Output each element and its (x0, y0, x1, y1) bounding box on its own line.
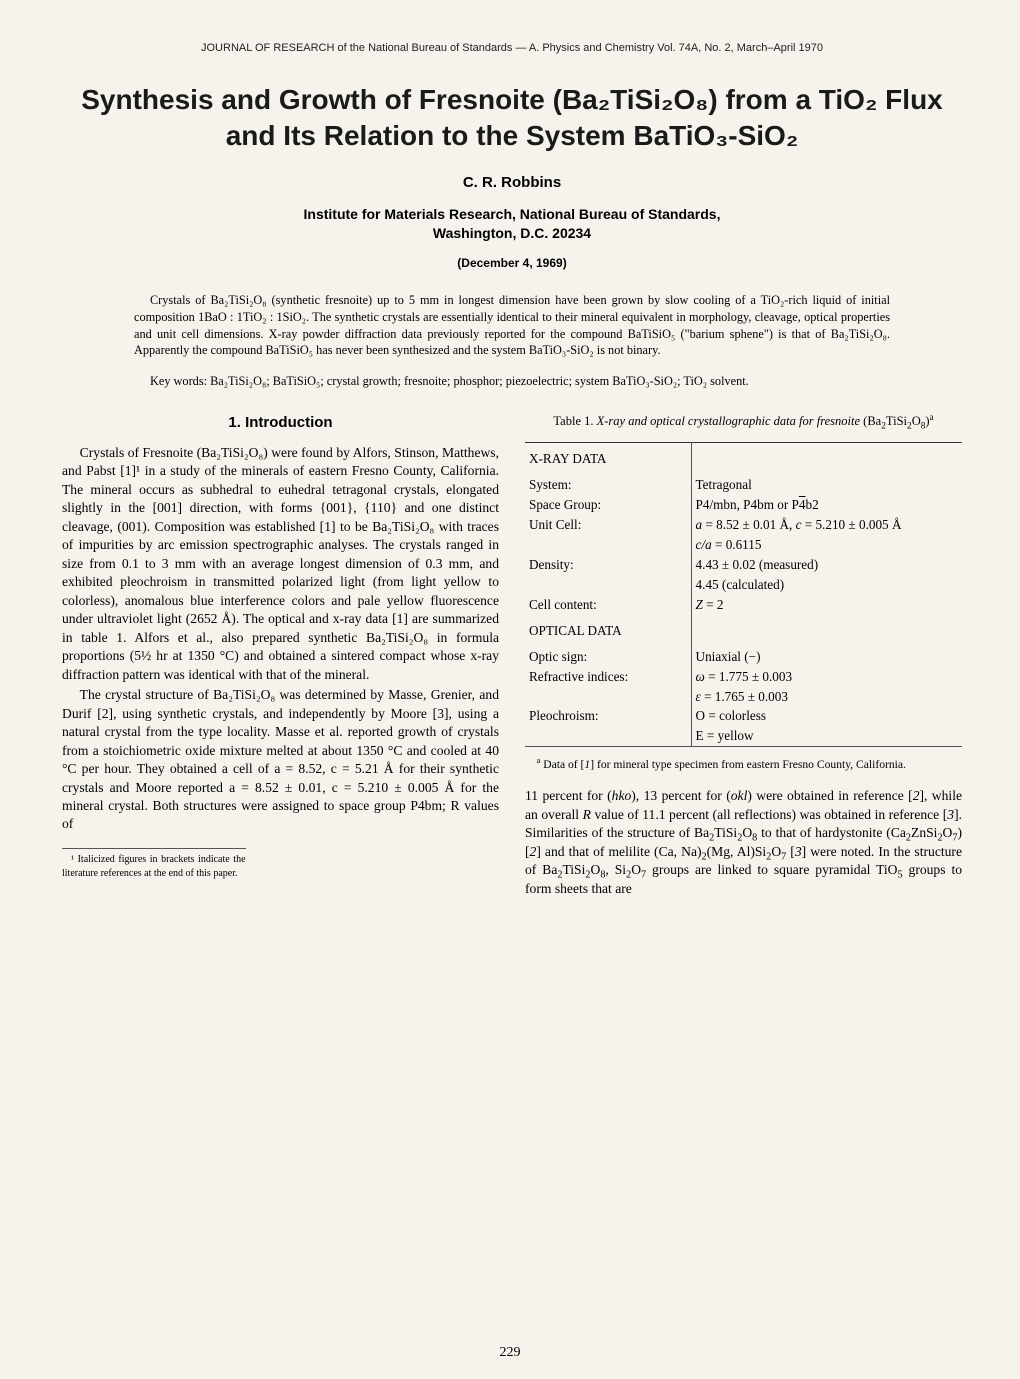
row-density-value-2: 4.45 (calculated) (691, 575, 962, 595)
table-1-footnote: a Data of [1] for mineral type specimen … (525, 757, 962, 773)
row-density-label: Density: (525, 555, 691, 575)
row-spacegroup-value: P4/mbn, P4bm or P4b2 (691, 495, 962, 515)
journal-header: JOURNAL OF RESEARCH of the National Bure… (62, 42, 962, 54)
row-refrac-value-1: ω = 1.775 ± 0.003 (691, 667, 962, 687)
row-unitcell-label: Unit Cell: (525, 515, 691, 535)
row-density-value-1: 4.43 ± 0.02 (measured) (691, 555, 962, 575)
paper-title: Synthesis and Growth of Fresnoite (Ba₂Ti… (62, 82, 962, 154)
right-column: Table 1. X-ray and optical crystallograp… (525, 409, 962, 900)
section-1-heading: 1. Introduction (62, 413, 499, 433)
affiliation-line-2: Washington, D.C. 20234 (433, 225, 591, 241)
row-pleo-label: Pleochroism: (525, 706, 691, 726)
table-1: X-RAY DATA System: Tetragonal Space Grou… (525, 442, 962, 747)
page-number: 229 (0, 1345, 1020, 1361)
table-optical-header: OPTICAL DATA (525, 615, 691, 647)
paper-page: JOURNAL OF RESEARCH of the National Bure… (0, 0, 1020, 1379)
row-refrac-value-2: ε = 1.765 ± 0.003 (691, 687, 962, 707)
submission-date: (December 4, 1969) (62, 256, 962, 270)
left-column: 1. Introduction Crystals of Fresnoite (B… (62, 409, 499, 900)
row-cellcontent-label: Cell content: (525, 595, 691, 615)
table-xray-header: X-RAY DATA (525, 443, 691, 475)
two-column-body: 1. Introduction Crystals of Fresnoite (B… (62, 409, 962, 900)
table-1-caption-text: Table 1. X-ray and optical crystallograp… (553, 414, 933, 428)
intro-paragraph-1: Crystals of Fresnoite (Ba₂TiSi₂O₈) were … (62, 444, 499, 684)
row-unitcell-value-1: a = 8.52 ± 0.01 Å, c = 5.210 ± 0.005 Å (691, 515, 962, 535)
affiliation: Institute for Materials Research, Nation… (62, 205, 962, 243)
page-footnote: ¹ Italicized figures in brackets indicat… (62, 848, 246, 880)
row-spacegroup-label: Space Group: (525, 495, 691, 515)
row-refrac-label: Refractive indices: (525, 667, 691, 687)
row-pleo-value-1: O = colorless (691, 706, 962, 726)
abstract: Crystals of Ba₂TiSi₂O₈ (synthetic fresno… (134, 292, 890, 358)
author: C. R. Robbins (62, 174, 962, 191)
row-opticsign-label: Optic sign: (525, 647, 691, 667)
keywords: Key words: Ba₂TiSi₂O₈; BaTiSiO₅; crystal… (134, 373, 890, 390)
right-col-continuation: 11 percent for (hko), 13 percent for (ok… (525, 787, 962, 898)
row-system-value: Tetragonal (691, 475, 962, 495)
row-system-label: System: (525, 475, 691, 495)
table-1-caption: Table 1. X-ray and optical crystallograp… (525, 413, 962, 430)
row-cellcontent-value: Z = 2 (691, 595, 962, 615)
row-opticsign-value: Uniaxial (−) (691, 647, 962, 667)
row-unitcell-value-2: c/a = 0.6115 (691, 535, 962, 555)
affiliation-line-1: Institute for Materials Research, Nation… (304, 206, 721, 222)
intro-paragraph-2: The crystal structure of Ba₂TiSi₂O₈ was … (62, 686, 499, 834)
row-pleo-value-2: E = yellow (691, 726, 962, 746)
